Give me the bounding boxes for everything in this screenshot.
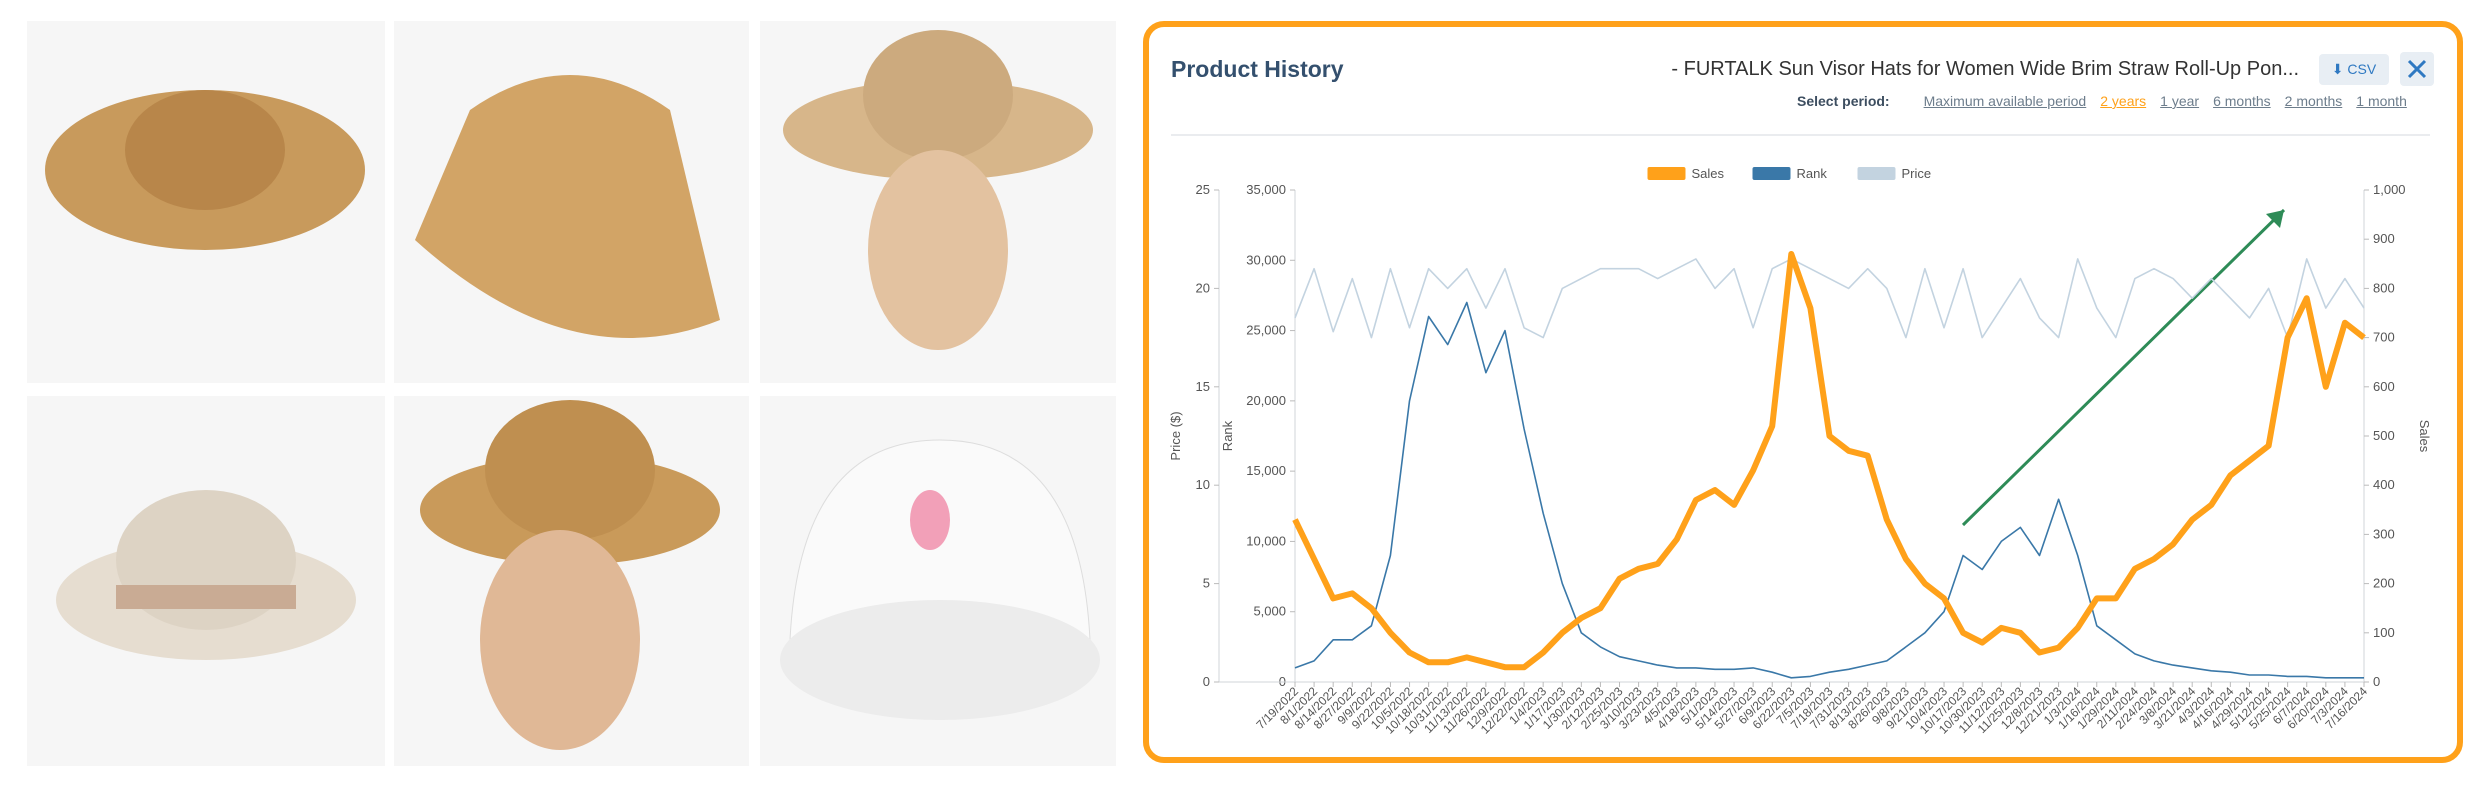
axis-title: Price ($) <box>1168 411 1183 460</box>
image-grid <box>27 21 1116 766</box>
axis-title: Rank <box>1220 420 1235 451</box>
panel-title: Product History <box>1171 56 1344 82</box>
trend-arrow <box>1961 208 2286 527</box>
y-tick-label: 30,000 <box>1246 252 1286 267</box>
period-selector: Select period: Maximum available period 2 … <box>1797 93 2407 109</box>
y-tick-label: 15 <box>1196 379 1210 394</box>
y-tick-label: 400 <box>2373 477 2395 492</box>
y-tick-label: 600 <box>2373 379 2395 394</box>
y-tick-label: 10 <box>1196 477 1210 492</box>
legend-label: Rank <box>1797 166 1828 181</box>
y-tick-label: 20 <box>1196 280 1210 295</box>
product-name: - FURTALK Sun Visor Hats for Women Wide … <box>1671 58 2299 80</box>
y-tick-label: 1,000 <box>2373 182 2406 197</box>
y-tick-label: 700 <box>2373 330 2395 345</box>
period-option[interactable]: 1 year <box>2160 93 2200 109</box>
cap-brim <box>780 600 1100 720</box>
flamingo <box>910 490 950 550</box>
download-icon: ⬇ <box>2331 61 2348 77</box>
axis-title: Sales <box>2417 420 2432 453</box>
csv-button[interactable]: ⬇ CSV <box>2319 54 2389 85</box>
face <box>480 530 640 750</box>
period-option[interactable]: 1 month <box>2356 93 2407 109</box>
csv-label: CSV <box>2347 61 2377 77</box>
y-tick-label: 10,000 <box>1246 533 1286 548</box>
y-tick-label: 900 <box>2373 231 2395 246</box>
legend-swatch <box>1857 167 1896 180</box>
y-tick-label: 35,000 <box>1246 182 1286 197</box>
trend-arrow-head <box>2266 210 2284 228</box>
y-tick-label: 0 <box>2373 674 2380 689</box>
period-label: Select period: <box>1797 93 1890 109</box>
y-tick-label: 5,000 <box>1253 604 1286 619</box>
legend-swatch <box>1752 167 1791 180</box>
series-line <box>1294 258 2365 339</box>
series-line <box>1292 251 2366 671</box>
hat-band <box>116 585 296 609</box>
y-tick-label: 5 <box>1203 576 1210 591</box>
legend-label: Sales <box>1692 166 1725 181</box>
series-line <box>1294 301 2364 679</box>
period-option[interactable]: Maximum available period <box>1923 93 2087 109</box>
y-tick-label: 500 <box>2373 428 2395 443</box>
period-option[interactable]: 2 years <box>2100 93 2147 109</box>
hat <box>415 75 720 338</box>
y-tick-label: 100 <box>2373 625 2395 640</box>
hat <box>485 400 655 540</box>
close-icon <box>2407 59 2427 79</box>
close-button[interactable] <box>2400 52 2434 86</box>
y-tick-label: 25 <box>1196 182 1210 197</box>
y-tick-label: 20,000 <box>1246 393 1286 408</box>
face <box>868 150 1008 350</box>
y-tick-label: 0 <box>1203 674 1210 689</box>
legend-swatch <box>1647 167 1686 180</box>
y-tick-label: 300 <box>2373 526 2395 541</box>
y-tick-label: 800 <box>2373 280 2395 295</box>
y-tick-label: 15,000 <box>1246 463 1286 478</box>
period-option[interactable]: 6 months <box>2213 93 2271 109</box>
hat <box>125 90 285 210</box>
hat <box>863 30 1013 160</box>
y-tick-label: 200 <box>2373 576 2395 591</box>
y-tick-label: 25,000 <box>1246 323 1286 338</box>
legend-label: Price <box>1902 166 1932 181</box>
period-option[interactable]: 2 months <box>2284 93 2343 109</box>
